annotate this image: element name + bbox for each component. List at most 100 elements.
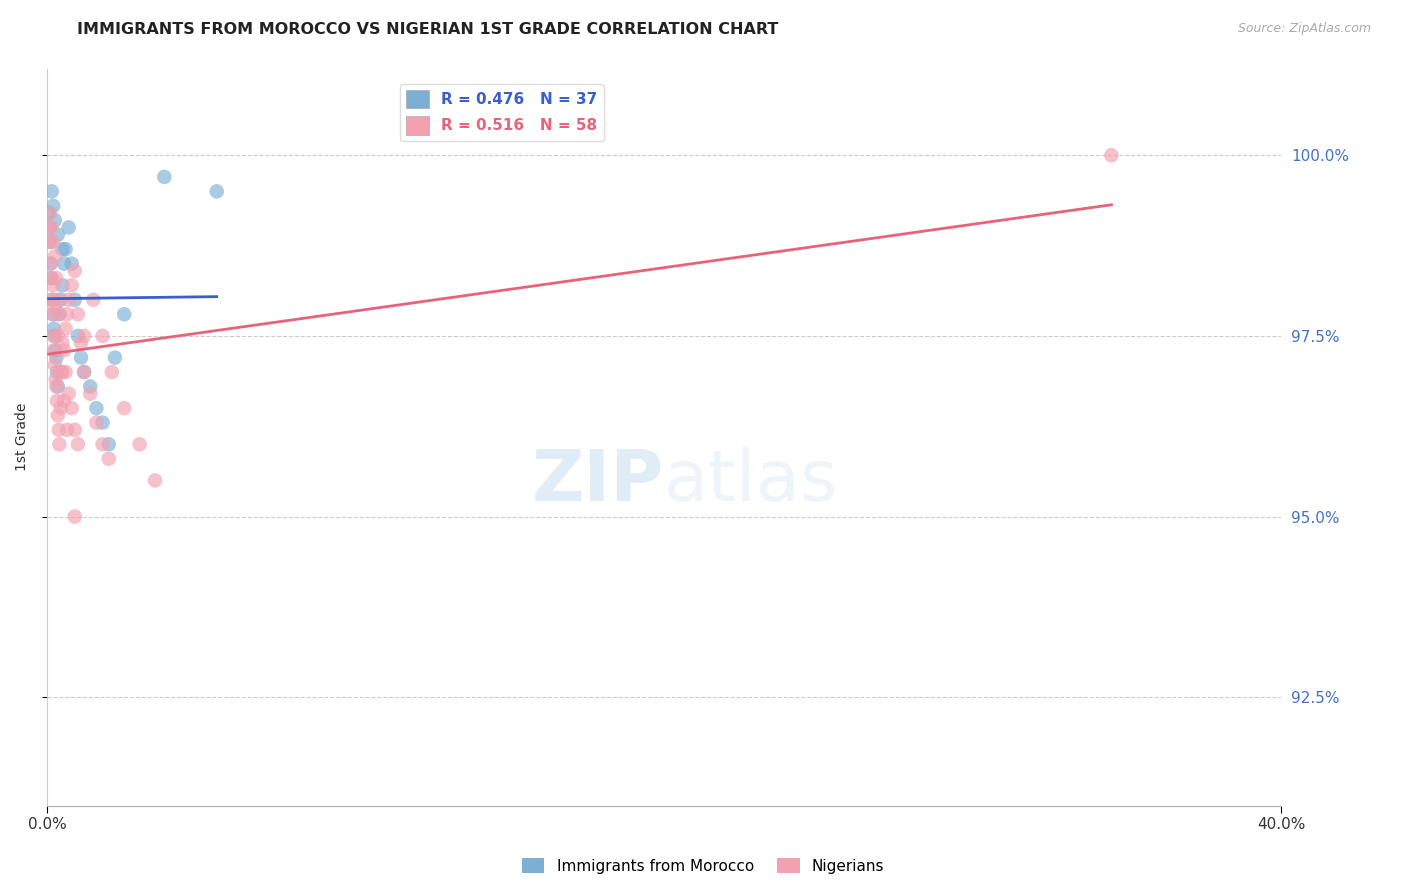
- Point: [42, 321, 65, 335]
- Point: [63, 293, 86, 307]
- Point: [44, 249, 66, 263]
- Y-axis label: 1st Grade: 1st Grade: [15, 403, 30, 471]
- Point: [41, 293, 63, 307]
- Point: [45, 393, 67, 408]
- Point: [45, 271, 67, 285]
- Point: [91, 416, 114, 430]
- Point: [44, 300, 66, 314]
- Point: [41, 271, 63, 285]
- Point: [46, 329, 69, 343]
- Point: [91, 437, 114, 451]
- Point: [153, 169, 176, 184]
- Point: [41, 307, 63, 321]
- Point: [63, 509, 86, 524]
- Point: [42, 343, 65, 358]
- Point: [48, 307, 70, 321]
- Point: [70, 336, 93, 351]
- Point: [66, 329, 89, 343]
- Point: [128, 437, 150, 451]
- Point: [112, 401, 135, 416]
- Point: [41, 185, 63, 199]
- Point: [63, 423, 86, 437]
- Point: [101, 365, 124, 379]
- Point: [56, 307, 79, 321]
- Point: [42, 307, 65, 321]
- Point: [63, 264, 86, 278]
- Point: [44, 213, 66, 227]
- Point: [38, 206, 60, 220]
- Point: [55, 242, 77, 256]
- Point: [48, 307, 70, 321]
- Point: [66, 437, 89, 451]
- Point: [82, 293, 104, 307]
- Point: [42, 329, 65, 343]
- Point: [1099, 148, 1122, 162]
- Point: [44, 329, 66, 343]
- Text: Source: ZipAtlas.com: Source: ZipAtlas.com: [1237, 22, 1371, 36]
- Point: [70, 351, 93, 365]
- Point: [46, 227, 69, 242]
- Point: [38, 220, 60, 235]
- Point: [45, 351, 67, 365]
- Point: [79, 386, 101, 401]
- Point: [49, 401, 72, 416]
- Point: [46, 293, 69, 307]
- Point: [51, 365, 73, 379]
- Point: [51, 242, 73, 256]
- Point: [45, 343, 67, 358]
- Point: [56, 423, 79, 437]
- Point: [48, 437, 70, 451]
- Point: [55, 321, 77, 335]
- Legend: Immigrants from Morocco, Nigerians: Immigrants from Morocco, Nigerians: [516, 852, 890, 880]
- Point: [60, 278, 83, 293]
- Point: [41, 293, 63, 307]
- Point: [53, 257, 76, 271]
- Point: [55, 365, 77, 379]
- Point: [49, 365, 72, 379]
- Point: [39, 206, 62, 220]
- Point: [79, 379, 101, 393]
- Point: [38, 235, 60, 249]
- Point: [91, 329, 114, 343]
- Point: [86, 416, 108, 430]
- Point: [58, 220, 80, 235]
- Point: [97, 451, 120, 466]
- Point: [104, 351, 127, 365]
- Point: [51, 336, 73, 351]
- Point: [42, 235, 65, 249]
- Point: [58, 293, 80, 307]
- Point: [42, 278, 65, 293]
- Point: [42, 199, 65, 213]
- Point: [73, 365, 96, 379]
- Point: [39, 271, 62, 285]
- Point: [46, 409, 69, 423]
- Point: [73, 329, 96, 343]
- Point: [46, 379, 69, 393]
- Text: atlas: atlas: [664, 447, 838, 516]
- Point: [60, 401, 83, 416]
- Point: [58, 386, 80, 401]
- Point: [45, 372, 67, 386]
- Point: [53, 343, 76, 358]
- Point: [66, 307, 89, 321]
- Point: [39, 235, 62, 249]
- Point: [49, 293, 72, 307]
- Point: [60, 257, 83, 271]
- Point: [44, 358, 66, 372]
- Point: [86, 401, 108, 416]
- Point: [45, 379, 67, 393]
- Point: [51, 278, 73, 293]
- Point: [73, 365, 96, 379]
- Point: [112, 307, 135, 321]
- Point: [143, 474, 166, 488]
- Point: [205, 185, 228, 199]
- Point: [41, 220, 63, 235]
- Point: [39, 257, 62, 271]
- Point: [38, 220, 60, 235]
- Legend: R = 0.476   N = 37, R = 0.516   N = 58: R = 0.476 N = 37, R = 0.516 N = 58: [401, 84, 603, 141]
- Point: [39, 257, 62, 271]
- Text: IMMIGRANTS FROM MOROCCO VS NIGERIAN 1ST GRADE CORRELATION CHART: IMMIGRANTS FROM MOROCCO VS NIGERIAN 1ST …: [77, 22, 779, 37]
- Point: [97, 437, 120, 451]
- Text: ZIP: ZIP: [531, 447, 664, 516]
- Point: [48, 423, 70, 437]
